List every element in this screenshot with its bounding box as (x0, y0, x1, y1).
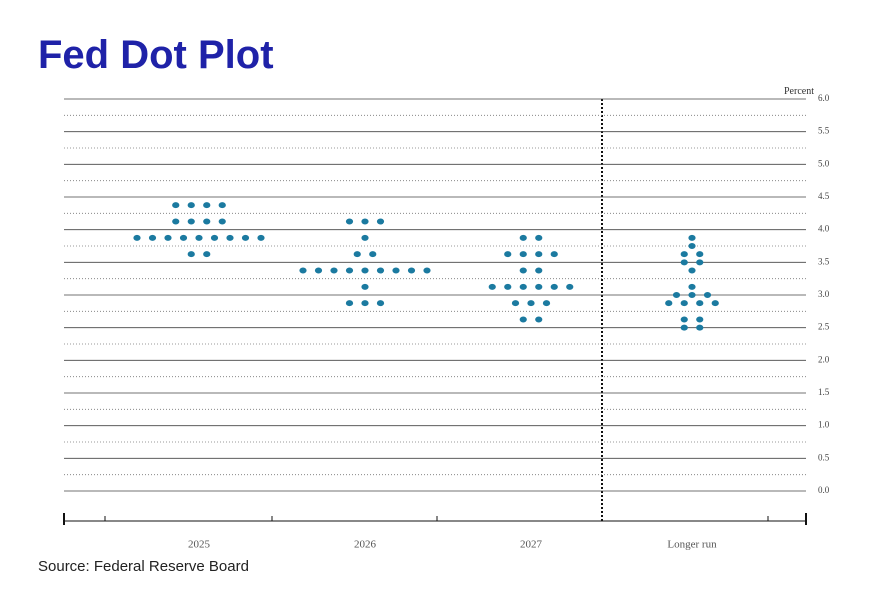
dot (680, 300, 688, 307)
dot (696, 300, 704, 307)
dot (519, 267, 527, 274)
dot (535, 234, 543, 241)
dot (488, 283, 496, 290)
dot (504, 283, 512, 290)
y-tick-label: 4.0 (818, 224, 830, 234)
y-tick-label: 0.5 (818, 452, 830, 462)
dot (680, 324, 688, 331)
dot (187, 251, 195, 258)
dot (535, 251, 543, 258)
dot (519, 283, 527, 290)
dot (345, 267, 354, 274)
dot (550, 283, 558, 290)
dot (542, 300, 551, 307)
dot (535, 283, 543, 290)
dot (696, 316, 704, 323)
y-tick-label: 1.0 (818, 420, 830, 430)
chart-title: Fed Dot Plot (38, 33, 274, 77)
dot (535, 267, 543, 274)
x-tick-label: 2027 (520, 539, 543, 551)
dot (241, 234, 250, 241)
dot (218, 218, 226, 225)
dot (218, 202, 226, 209)
dot (299, 267, 307, 274)
dot (535, 316, 543, 323)
dot (688, 243, 696, 249)
dot (504, 251, 512, 258)
y-tick-label: 1.5 (818, 387, 830, 397)
dot (550, 251, 558, 258)
y-axis-label: Percent (784, 86, 814, 97)
dot (133, 234, 141, 241)
dot (688, 267, 696, 274)
dot (376, 218, 385, 225)
dot (511, 300, 520, 307)
dot (407, 267, 416, 274)
dot (187, 218, 195, 225)
y-tick-label: 0.0 (818, 485, 830, 495)
y-tick-label: 5.5 (818, 126, 830, 136)
dot (711, 300, 719, 307)
dot (672, 292, 681, 298)
dot (353, 251, 361, 258)
dot (226, 234, 234, 241)
dot (519, 251, 527, 258)
dot (392, 267, 400, 274)
dot (195, 234, 203, 241)
dot (696, 251, 704, 258)
y-tick-label: 3.0 (818, 289, 830, 299)
dot (203, 202, 211, 209)
dot (527, 300, 535, 307)
dot (187, 202, 195, 209)
dot (519, 234, 527, 241)
dot (680, 259, 688, 266)
dot (423, 267, 431, 274)
source: Source: Federal Reserve Board (38, 558, 249, 575)
dot (566, 283, 574, 290)
dot (345, 218, 354, 225)
dot (203, 218, 211, 225)
x-axis (63, 513, 807, 525)
dot (314, 267, 323, 274)
dot (361, 300, 369, 307)
dot (164, 234, 172, 241)
dot (203, 251, 211, 258)
dot (345, 300, 354, 307)
dot (172, 218, 180, 225)
dot (148, 234, 157, 241)
dot (680, 251, 688, 258)
dot (688, 234, 696, 241)
y-tick-label: 4.5 (818, 191, 830, 201)
x-tick-label: 2026 (354, 539, 377, 551)
dot (257, 234, 265, 241)
dot (361, 283, 369, 290)
dot (361, 267, 369, 274)
dot (369, 251, 377, 258)
y-tick-label: 3.5 (818, 256, 830, 266)
dot (361, 234, 369, 241)
dot (376, 267, 385, 274)
dot (688, 283, 696, 290)
dot (210, 234, 219, 241)
y-tick-label: 5.0 (818, 158, 830, 168)
dot (376, 300, 385, 307)
dot (179, 234, 188, 241)
dot (519, 316, 527, 323)
dot (703, 292, 712, 298)
dot (688, 292, 696, 298)
x-tick-label: 2025 (188, 539, 211, 551)
dot (696, 324, 704, 331)
dot (665, 300, 673, 307)
x-tick-label: Longer run (667, 539, 717, 551)
dot (696, 259, 704, 266)
dot (172, 202, 180, 209)
y-tick-label: 2.5 (818, 322, 830, 332)
dot (680, 316, 688, 323)
dot (361, 218, 369, 225)
y-tick-label: 2.0 (818, 354, 830, 364)
y-tick-label: 6.0 (818, 93, 830, 103)
dot (330, 267, 338, 274)
